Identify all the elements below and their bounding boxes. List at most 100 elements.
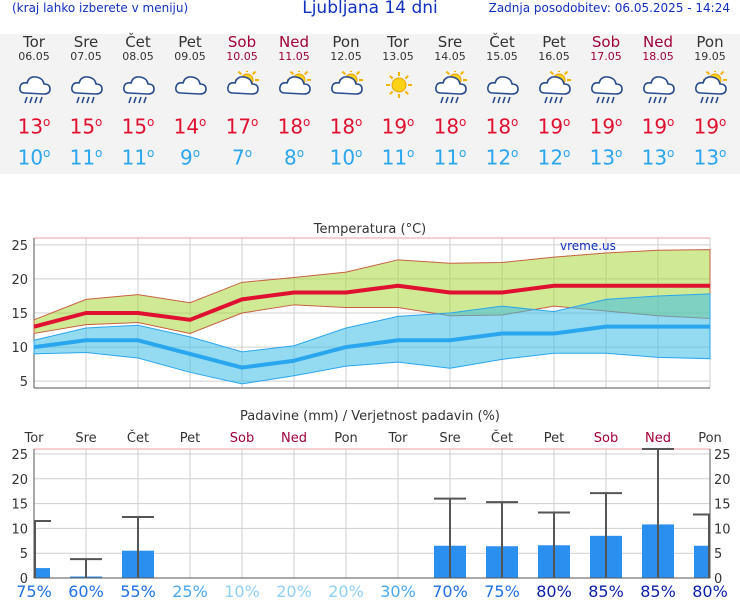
- x-tick-label: Sob: [594, 431, 618, 446]
- y-tick-label: 10: [11, 522, 28, 537]
- x-tick-label: Pet: [544, 431, 564, 446]
- precipitation-probability: 85%: [588, 582, 624, 600]
- max-temp: 15o: [69, 114, 103, 139]
- sun-cloud-icon: [227, 71, 259, 95]
- x-tick-label: Tor: [387, 431, 408, 446]
- min-temp: 13o: [641, 145, 675, 170]
- sun-rain-icon: [435, 71, 467, 104]
- min-temp: 11o: [121, 145, 155, 170]
- y-tick-label: 15: [11, 498, 28, 513]
- day-name: Tor: [387, 33, 409, 51]
- location-menu-hint[interactable]: (kraj lahko izberete v meniju): [12, 1, 189, 15]
- day-name: Ned: [643, 33, 673, 51]
- day-name: Pet: [542, 33, 566, 51]
- cloud-rain-icon: [123, 76, 155, 104]
- min-temp: 12o: [485, 145, 519, 170]
- min-temp: 12o: [537, 145, 571, 170]
- day-date: 06.05: [18, 50, 50, 63]
- sun-cloud-icon: [331, 71, 363, 95]
- min-temp: 8o: [283, 145, 305, 170]
- day-date: 09.05: [174, 50, 206, 63]
- max-temp: 18o: [329, 114, 363, 139]
- day-date: 17.05: [590, 50, 622, 63]
- day-column: Tor 13.05 19o 11o: [372, 34, 424, 168]
- max-temp: 17o: [225, 114, 259, 139]
- precipitation-chart-title: Padavine (mm) / Verjetnost padavin (%): [240, 409, 500, 424]
- day-name: Čet: [125, 33, 151, 51]
- day-date: 12.05: [330, 50, 362, 63]
- cloud-rain-icon: [487, 76, 519, 104]
- day-date: 13.05: [382, 50, 414, 63]
- daily-forecast-strip: Tor 06.05 13o 10o Sre 07.05 15o 11o Čet 08.05 15o 1…: [0, 34, 740, 174]
- max-temp: 19o: [693, 114, 727, 139]
- x-tick-label: Sre: [439, 431, 460, 446]
- cloud-icon: [175, 76, 207, 95]
- day-name: Čet: [489, 33, 515, 51]
- precipitation-probability: 20%: [328, 582, 364, 600]
- max-temp: 14o: [173, 114, 207, 139]
- day-column: Ned 18.05 19o 13o: [632, 34, 684, 168]
- precipitation-probability: 85%: [640, 582, 676, 600]
- page-title: Ljubljana 14 dni: [302, 0, 438, 18]
- day-name: Sob: [227, 33, 257, 51]
- temperature-chart-title: Temperatura (°C): [313, 222, 426, 237]
- max-temp: 13o: [17, 114, 51, 139]
- precipitation-probability: 70%: [432, 582, 468, 600]
- day-date: 14.05: [434, 50, 466, 63]
- sun-cloud-icon: [279, 71, 311, 95]
- day-date: 15.05: [486, 50, 518, 63]
- precipitation-probability: 80%: [692, 582, 728, 600]
- x-tick-label: Pon: [334, 431, 358, 446]
- day-name: Ned: [279, 33, 309, 51]
- day-column: Tor 06.05 13o 10o: [8, 34, 60, 168]
- y-tick-label: 20: [11, 273, 28, 288]
- x-tick-label: Čet: [491, 430, 513, 446]
- sun-rain-icon: [695, 71, 727, 104]
- last-update: Zadnja posodobitev: 06.05.2025 - 14:24: [488, 1, 730, 15]
- day-date: 10.05: [226, 50, 258, 63]
- day-column: Pet 16.05 19o 12o: [528, 34, 580, 168]
- y-tick-label: 15: [11, 307, 28, 322]
- day-column: Čet 08.05 15o 11o: [112, 34, 164, 168]
- max-temp-line: [33, 283, 710, 329]
- y-tick-label-right: 15: [714, 498, 731, 513]
- sun-icon: [386, 72, 412, 98]
- y-tick-label: 5: [20, 547, 28, 562]
- day-column: Ned 11.05 18o 8o: [268, 34, 320, 168]
- max-temp: 19o: [641, 114, 675, 139]
- precipitation-probability: 80%: [536, 582, 572, 600]
- y-tick-label-right: 20: [714, 473, 731, 488]
- x-tick-label: Sob: [230, 431, 254, 446]
- x-tick-label: Ned: [281, 431, 307, 446]
- precipitation-chart: Padavine (mm) / Verjetnost padavin (%) To…: [11, 409, 731, 600]
- precipitation-probability: 75%: [16, 582, 52, 600]
- y-tick-label: 25: [11, 448, 28, 463]
- cloud-rain-icon: [643, 76, 675, 104]
- min-temp: 10o: [17, 145, 51, 170]
- header-bar: (kraj lahko izberete v meniju) Ljubljana…: [0, 0, 740, 20]
- y-tick-label: 5: [20, 375, 28, 390]
- day-name: Sre: [437, 33, 463, 51]
- day-name: Pon: [696, 33, 724, 51]
- day-name: Sob: [591, 33, 621, 51]
- min-temp: 11o: [69, 145, 103, 170]
- x-tick-label: Pet: [180, 431, 200, 446]
- day-date: 07.05: [70, 50, 102, 63]
- x-tick-label: Pon: [698, 431, 722, 446]
- precipitation-probability: 20%: [276, 582, 312, 600]
- max-temp: 19o: [589, 114, 623, 139]
- min-temp: 10o: [329, 145, 363, 170]
- day-column: Sob 17.05 19o 13o: [580, 34, 632, 168]
- precipitation-bar: [34, 568, 50, 578]
- day-column: Pet 09.05 14o 9o: [164, 34, 216, 168]
- min-temp-range-band: [33, 293, 711, 385]
- day-name: Pon: [332, 33, 360, 51]
- precipitation-probability: 30%: [380, 582, 416, 600]
- y-tick-label: 10: [11, 341, 28, 356]
- y-tick-label-right: 10: [714, 522, 731, 537]
- y-tick-label-right: 5: [714, 547, 722, 562]
- min-temp-line: [33, 324, 710, 370]
- max-temp: 18o: [277, 114, 311, 139]
- precipitation-bar: [694, 545, 710, 578]
- day-name: Pet: [178, 33, 202, 51]
